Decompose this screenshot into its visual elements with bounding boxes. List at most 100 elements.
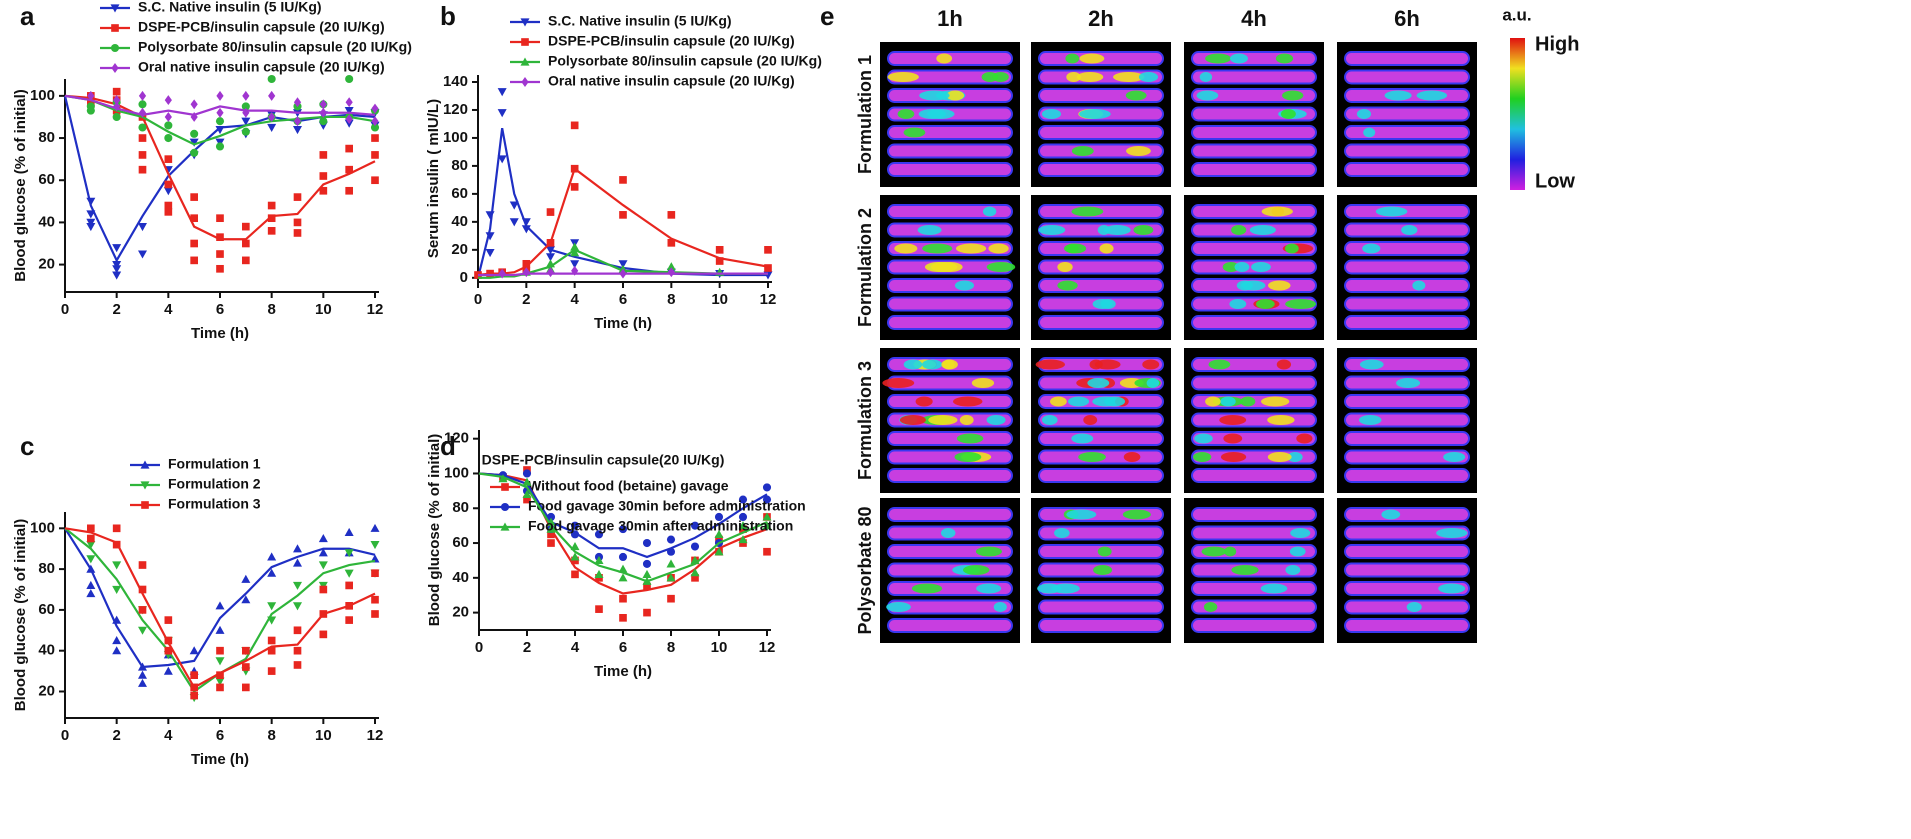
data-point bbox=[138, 100, 147, 109]
x-tick-label: 12 bbox=[760, 291, 777, 308]
data-point bbox=[138, 223, 147, 232]
x-tick-label: 4 bbox=[570, 291, 579, 308]
data-point bbox=[319, 630, 328, 639]
data-point bbox=[164, 180, 173, 189]
intestine bbox=[1344, 125, 1470, 140]
x-tick-label: 6 bbox=[619, 639, 627, 656]
data-point bbox=[242, 646, 250, 655]
intestine bbox=[887, 278, 1013, 293]
data-point bbox=[241, 117, 251, 126]
series-line bbox=[478, 472, 768, 583]
data-point bbox=[138, 670, 147, 679]
data-point bbox=[371, 151, 379, 159]
legend-marker bbox=[501, 483, 509, 491]
data-point bbox=[371, 103, 379, 114]
data-point bbox=[690, 568, 700, 577]
colorbar-high: High bbox=[1535, 33, 1579, 55]
signal bbox=[1193, 452, 1212, 462]
data-point bbox=[738, 521, 748, 530]
signal bbox=[1071, 206, 1104, 217]
intestine bbox=[1344, 69, 1470, 85]
data-point bbox=[216, 264, 224, 273]
data-point bbox=[112, 524, 121, 533]
legend-label: Food gavage 30min before administration bbox=[528, 498, 806, 514]
data-point bbox=[112, 585, 122, 595]
data-point bbox=[293, 97, 302, 108]
data-point bbox=[112, 244, 122, 253]
data-point bbox=[619, 594, 627, 603]
signal bbox=[1436, 528, 1468, 538]
data-point bbox=[293, 116, 302, 127]
data-point bbox=[690, 521, 700, 530]
x-tick-label: 0 bbox=[61, 301, 69, 318]
data-point bbox=[370, 541, 380, 550]
signal bbox=[1205, 396, 1221, 407]
data-point bbox=[293, 558, 302, 567]
signal bbox=[1142, 359, 1160, 370]
series-line bbox=[478, 272, 768, 277]
signal bbox=[1356, 109, 1372, 119]
intestine bbox=[887, 222, 1013, 238]
signal bbox=[959, 415, 974, 425]
data-point bbox=[216, 646, 224, 655]
signal bbox=[1099, 243, 1114, 254]
signal bbox=[1066, 509, 1097, 520]
data-point bbox=[293, 193, 302, 201]
data-point bbox=[345, 165, 353, 174]
intestine bbox=[1344, 431, 1470, 446]
data-point bbox=[497, 109, 507, 118]
intestine bbox=[1344, 562, 1470, 578]
data-point bbox=[215, 625, 225, 634]
data-point bbox=[667, 594, 675, 603]
signal bbox=[936, 53, 953, 64]
intestine bbox=[1038, 618, 1164, 633]
data-point bbox=[345, 144, 353, 153]
x-tick-label: 4 bbox=[571, 639, 580, 656]
data-point bbox=[241, 127, 250, 136]
signal bbox=[928, 415, 958, 425]
data-point bbox=[293, 218, 302, 227]
signal bbox=[1126, 146, 1151, 156]
y-axis-label: Serum insulin ( mIU/L) bbox=[425, 99, 442, 258]
data-point bbox=[164, 133, 173, 143]
intestine bbox=[887, 468, 1013, 483]
data-point bbox=[112, 112, 121, 122]
panel-label: e bbox=[820, 1, 834, 31]
y-tick-label: 0 bbox=[460, 269, 468, 286]
data-point bbox=[293, 229, 302, 237]
series-line bbox=[64, 527, 376, 669]
x-tick-label: 0 bbox=[474, 291, 482, 308]
data-point bbox=[497, 155, 507, 164]
signal bbox=[1363, 127, 1376, 138]
x-tick-label: 8 bbox=[267, 301, 275, 318]
data-point bbox=[215, 601, 225, 610]
data-point bbox=[642, 569, 652, 578]
signal bbox=[1401, 225, 1418, 235]
y-tick-label: 80 bbox=[38, 129, 55, 146]
data-point bbox=[216, 107, 224, 118]
intestine bbox=[887, 296, 1013, 312]
data-point bbox=[112, 646, 122, 655]
legend-label: Oral native insulin capsule (20 IU/Kg) bbox=[548, 73, 795, 89]
signal bbox=[1065, 53, 1080, 64]
x-tick-label: 4 bbox=[164, 727, 173, 744]
signal bbox=[981, 72, 999, 82]
signal bbox=[1146, 378, 1160, 388]
data-point bbox=[138, 626, 147, 635]
legend-marker bbox=[520, 57, 530, 66]
data-point bbox=[738, 495, 748, 504]
data-point bbox=[371, 610, 379, 618]
legend-label: Food gavage 30min after administration bbox=[528, 518, 793, 534]
colorbar bbox=[1510, 38, 1525, 190]
data-point bbox=[345, 97, 353, 108]
data-point bbox=[293, 126, 302, 135]
signal bbox=[919, 90, 950, 101]
y-axis-label: Blood glucose (% of initial) bbox=[12, 89, 29, 282]
legend-label: Oral native insulin capsule (20 IU/Kg) bbox=[138, 59, 385, 75]
data-point bbox=[112, 87, 121, 96]
signal bbox=[1104, 396, 1126, 407]
data-point bbox=[189, 646, 199, 655]
data-point bbox=[87, 98, 95, 107]
intestine bbox=[1191, 431, 1317, 446]
signal bbox=[1068, 396, 1090, 407]
